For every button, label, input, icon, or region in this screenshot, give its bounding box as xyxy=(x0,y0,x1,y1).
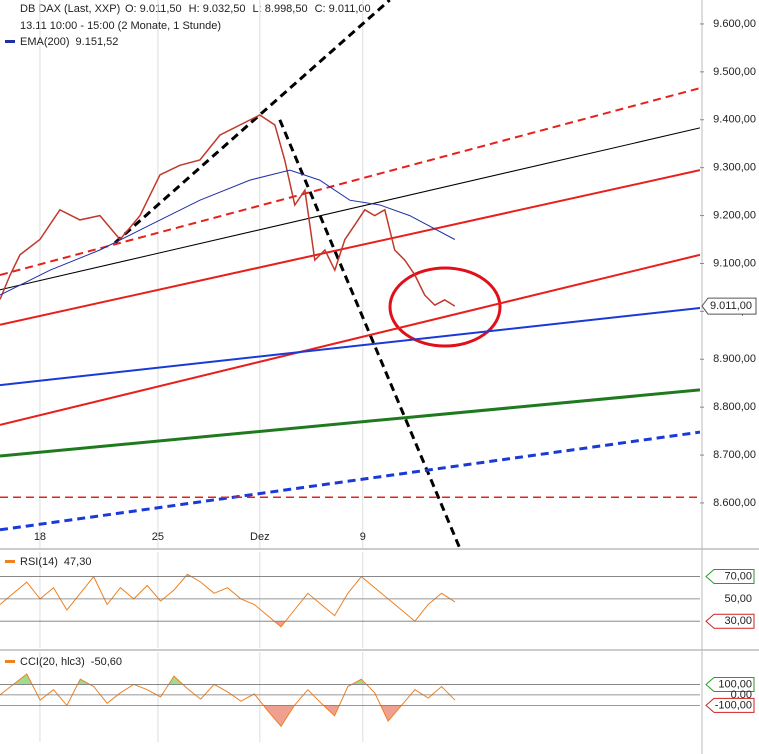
ohlc-label: O: 9.011,50 xyxy=(125,3,182,15)
series-line xyxy=(0,114,456,307)
level-label: 100,00 xyxy=(718,678,752,690)
legend-value: -50,60 xyxy=(91,656,122,668)
y-tick-label: 8.800,00 xyxy=(713,401,756,413)
level-tag xyxy=(705,569,755,585)
y-tick-label: 9.400,00 xyxy=(713,114,756,126)
last-price-tag xyxy=(701,297,757,315)
trend-line xyxy=(0,430,700,532)
subtitle: 13.11 10:00 - 15:00 (2 Monate, 1 Stunde) xyxy=(20,20,221,32)
x-tick-label: 18 xyxy=(34,531,46,543)
level-label: 30,00 xyxy=(724,615,752,627)
ohlc-label: H: 9.032,50 xyxy=(189,3,246,15)
legend-value: 47,30 xyxy=(64,556,92,568)
series-line xyxy=(0,673,456,728)
level-label: -100,00 xyxy=(715,699,752,711)
legend-name: RSI(14) xyxy=(20,556,58,568)
legend-value: 9.151,52 xyxy=(76,36,119,48)
trend-line xyxy=(0,127,700,291)
level-tag xyxy=(705,697,755,713)
legend-swatch xyxy=(5,560,15,563)
y-tick-label: 9.200,00 xyxy=(713,209,756,221)
y-tick-label: 8.700,00 xyxy=(713,449,756,461)
series-line xyxy=(0,169,456,296)
trend-line xyxy=(0,253,700,426)
y-tick-label: 9.100,00 xyxy=(713,257,756,269)
y-tick-label: 9.600,00 xyxy=(713,18,756,30)
zone-fill xyxy=(274,621,286,627)
instrument-title: DB DAX (Last, XXP) xyxy=(20,3,120,15)
plot-area xyxy=(0,652,456,742)
trend-line xyxy=(0,388,700,458)
level-label: 50,00 xyxy=(724,593,752,605)
trend-line xyxy=(0,307,700,387)
y-tick-label: 9.500,00 xyxy=(713,66,756,78)
ohlc-label: C: 9.011,00 xyxy=(315,3,371,15)
ohlc-label: L: 8.998,50 xyxy=(253,3,308,15)
level-tag xyxy=(705,613,755,629)
highlight-ellipse xyxy=(388,266,502,348)
trend-line xyxy=(0,87,700,276)
x-tick-label: Dez xyxy=(250,531,270,543)
y-tick-label: 8.900,00 xyxy=(713,353,756,365)
legend-swatch xyxy=(5,660,15,663)
y-tick-label: 9.300,00 xyxy=(713,162,756,174)
x-tick-label: 9 xyxy=(360,531,366,543)
last-price-label: 9.011,00 xyxy=(710,300,752,312)
trend-line xyxy=(0,169,700,326)
level-tag xyxy=(705,676,755,692)
legend-name: EMA(200) xyxy=(20,36,70,48)
legend-swatch xyxy=(5,40,15,43)
plot-area xyxy=(0,0,700,548)
level-label: 0,00 xyxy=(731,689,752,701)
y-tick-label: 8.600,00 xyxy=(713,497,756,509)
trend-line xyxy=(113,0,391,245)
x-tick-label: 25 xyxy=(152,531,164,543)
level-label: 70,00 xyxy=(724,570,752,582)
legend-name: CCI(20, hlc3) xyxy=(20,656,85,668)
